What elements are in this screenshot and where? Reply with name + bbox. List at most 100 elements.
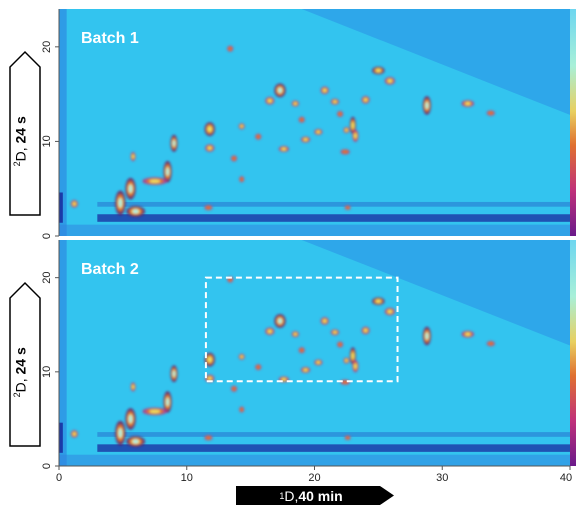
peak-core xyxy=(333,330,337,334)
x-label-main: D, xyxy=(284,487,299,504)
x-tick-label: 30 xyxy=(436,472,448,484)
y-tick-label: 20 xyxy=(41,41,53,53)
x-label-sup: 1 xyxy=(279,490,285,501)
peak-core xyxy=(465,102,471,106)
peak-core xyxy=(240,124,244,128)
y-tick-label: 10 xyxy=(41,135,53,147)
peak-mid xyxy=(299,348,304,353)
peak-mid xyxy=(256,364,261,370)
peak-apex xyxy=(132,209,139,214)
x-axis-ticks: 0 10 20 30 40 xyxy=(56,466,572,484)
peak-apex xyxy=(129,414,133,423)
peak-core xyxy=(293,102,297,105)
peak-apex xyxy=(425,332,429,340)
peak-apex xyxy=(166,398,169,406)
y-axis-arrow-bottom xyxy=(9,281,41,447)
peak-apex xyxy=(172,370,176,377)
peak-core xyxy=(207,146,212,150)
peak-mid xyxy=(239,177,244,182)
x-label-bold: 40 min xyxy=(298,487,343,504)
peak-mid xyxy=(487,341,494,346)
y-axis-label-top: 2D, 24 s xyxy=(0,67,40,215)
peak-core xyxy=(281,147,287,151)
solvent-front xyxy=(59,422,63,453)
peak-core xyxy=(303,368,308,372)
y-label-bold-top: 24 s xyxy=(12,115,29,144)
baseline-region xyxy=(59,240,570,346)
column-bleed-line-upper xyxy=(97,432,570,437)
peak-core xyxy=(207,126,213,133)
peak-core xyxy=(267,329,272,334)
y-axis-ticks: 0 10 20 0 10 20 xyxy=(41,41,59,469)
peak-core xyxy=(303,138,308,141)
column-bleed-line xyxy=(97,214,570,222)
peak-mid xyxy=(337,342,343,347)
colorbar-bottom xyxy=(570,240,576,466)
x-tick-label: 20 xyxy=(308,472,320,484)
y-label-main-top: D, xyxy=(12,143,29,162)
peak-core xyxy=(351,352,355,360)
x-tick-label: 40 xyxy=(560,472,572,484)
baseline-region xyxy=(59,9,570,115)
panel-batch-1: Batch 1 xyxy=(59,9,570,236)
peak-core xyxy=(149,409,161,414)
peak-mid xyxy=(345,436,350,440)
peak-core xyxy=(363,328,368,333)
peak-core xyxy=(322,319,327,323)
heatmap-area xyxy=(59,240,570,466)
peak-core xyxy=(240,355,244,359)
y-label-bold-bottom: 24 s xyxy=(12,346,29,375)
peak-mid xyxy=(256,134,261,139)
peak-core xyxy=(281,378,287,381)
y-tick-label: 0 xyxy=(41,233,53,239)
peak-core xyxy=(322,88,327,93)
y-tick-label: 10 xyxy=(41,366,53,378)
x-axis-label: 1 D, 40 min xyxy=(236,486,386,505)
peak-core xyxy=(375,299,382,303)
peak-core xyxy=(333,100,337,104)
peak-core xyxy=(316,130,321,134)
y-tick-label: 20 xyxy=(41,272,53,284)
solvent-band xyxy=(59,9,67,236)
peak-apex xyxy=(425,102,429,109)
peak-core xyxy=(267,99,272,103)
column-bleed-line-upper xyxy=(97,201,570,207)
solvent-band xyxy=(59,240,67,466)
y-label-sup-top: 2 xyxy=(11,161,22,167)
lower-band xyxy=(59,224,570,236)
peak-mid xyxy=(228,46,233,51)
y-axis-label-bottom: 2D, 24 s xyxy=(0,298,40,446)
peak-apex xyxy=(166,167,169,176)
peak-mid xyxy=(299,117,304,122)
peak-core xyxy=(345,359,348,362)
peak-core xyxy=(72,202,76,206)
y-axis-arrow-top xyxy=(9,50,41,216)
panel-batch-2: Batch 2 xyxy=(59,240,570,466)
solvent-front xyxy=(59,192,63,223)
peak-core xyxy=(354,133,357,139)
peak-mid xyxy=(231,156,237,161)
peak-core xyxy=(387,309,393,314)
peak-layer xyxy=(70,45,495,217)
peak-core xyxy=(354,363,357,369)
peak-core xyxy=(149,179,161,183)
y-tick-label: 0 xyxy=(41,463,53,469)
peak-apex xyxy=(118,428,122,438)
x-tick-label: 0 xyxy=(56,472,62,484)
x-axis-arrow xyxy=(236,486,394,505)
colorbar-top xyxy=(570,9,576,236)
x-tick-label: 10 xyxy=(181,472,193,484)
peak-core xyxy=(363,98,368,102)
peak-apex xyxy=(278,318,282,324)
peak-layer xyxy=(70,276,495,447)
peak-core xyxy=(387,79,393,83)
peak-core xyxy=(351,121,355,130)
peak-core xyxy=(345,128,348,132)
column-bleed-line xyxy=(97,444,570,452)
peak-apex xyxy=(118,198,122,208)
peak-mid xyxy=(239,407,244,412)
peak-core xyxy=(293,332,297,336)
peak-apex xyxy=(172,140,176,147)
peak-mid xyxy=(205,205,212,210)
